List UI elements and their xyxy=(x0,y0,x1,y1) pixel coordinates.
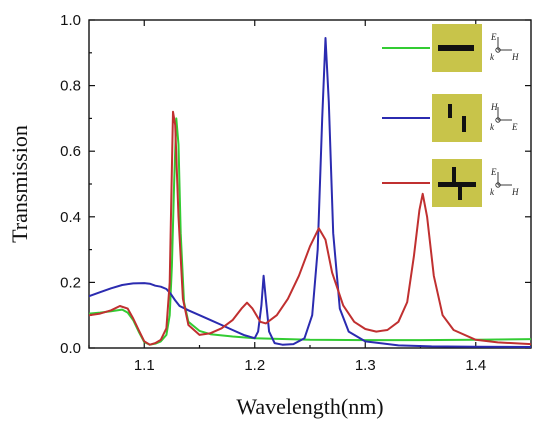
coordinate-axes-icon: E Hk xyxy=(490,167,519,197)
t-shaped-bars-icon xyxy=(432,159,482,207)
y-axis-label: Transmission xyxy=(7,125,32,243)
svg-text:H: H xyxy=(511,52,519,62)
coordinate-axes-icon: E Hk xyxy=(490,32,519,62)
svg-text:H: H xyxy=(490,102,498,112)
series-1-line xyxy=(89,117,531,346)
single-horizontal-bar-icon xyxy=(432,24,482,72)
y-tick-label: 0.6 xyxy=(60,143,81,160)
x-tick-label: 1.4 xyxy=(465,357,486,374)
y-tick-label: 0.0 xyxy=(60,340,81,357)
legend-entry-1: E Hk xyxy=(382,24,519,72)
x-tick-label: 1.3 xyxy=(355,357,376,374)
svg-text:k: k xyxy=(490,52,495,62)
y-tick-label: 0.4 xyxy=(60,209,81,226)
x-axis-label: Wavelength(nm) xyxy=(236,394,383,419)
coordinate-axes-icon: H Ek xyxy=(490,102,518,132)
svg-text:E: E xyxy=(490,167,497,177)
y-tick-label: 1.0 xyxy=(60,12,81,29)
svg-text:E: E xyxy=(511,122,518,132)
x-tick-label: 1.2 xyxy=(244,357,265,374)
y-tick-label: 0.8 xyxy=(60,78,81,95)
legend-entry-2: H Ek xyxy=(382,94,518,142)
legend-entry-3: E Hk xyxy=(382,159,519,207)
svg-text:k: k xyxy=(490,187,495,197)
y-tick-label: 0.2 xyxy=(60,274,81,291)
structure-cell xyxy=(432,94,482,142)
svg-text:k: k xyxy=(490,122,495,132)
series-2-line xyxy=(89,37,531,348)
offset-vertical-bars-icon xyxy=(432,94,482,142)
svg-text:H: H xyxy=(511,187,519,197)
series-3-line xyxy=(89,110,531,346)
tick-labels: 1.1 1.2 1.3 1.4 0.0 0.2 0.4 0.6 0.8 1.0 xyxy=(60,12,486,374)
x-tick-label: 1.1 xyxy=(134,357,155,374)
series-lines xyxy=(89,37,531,348)
svg-text:E: E xyxy=(490,32,497,42)
